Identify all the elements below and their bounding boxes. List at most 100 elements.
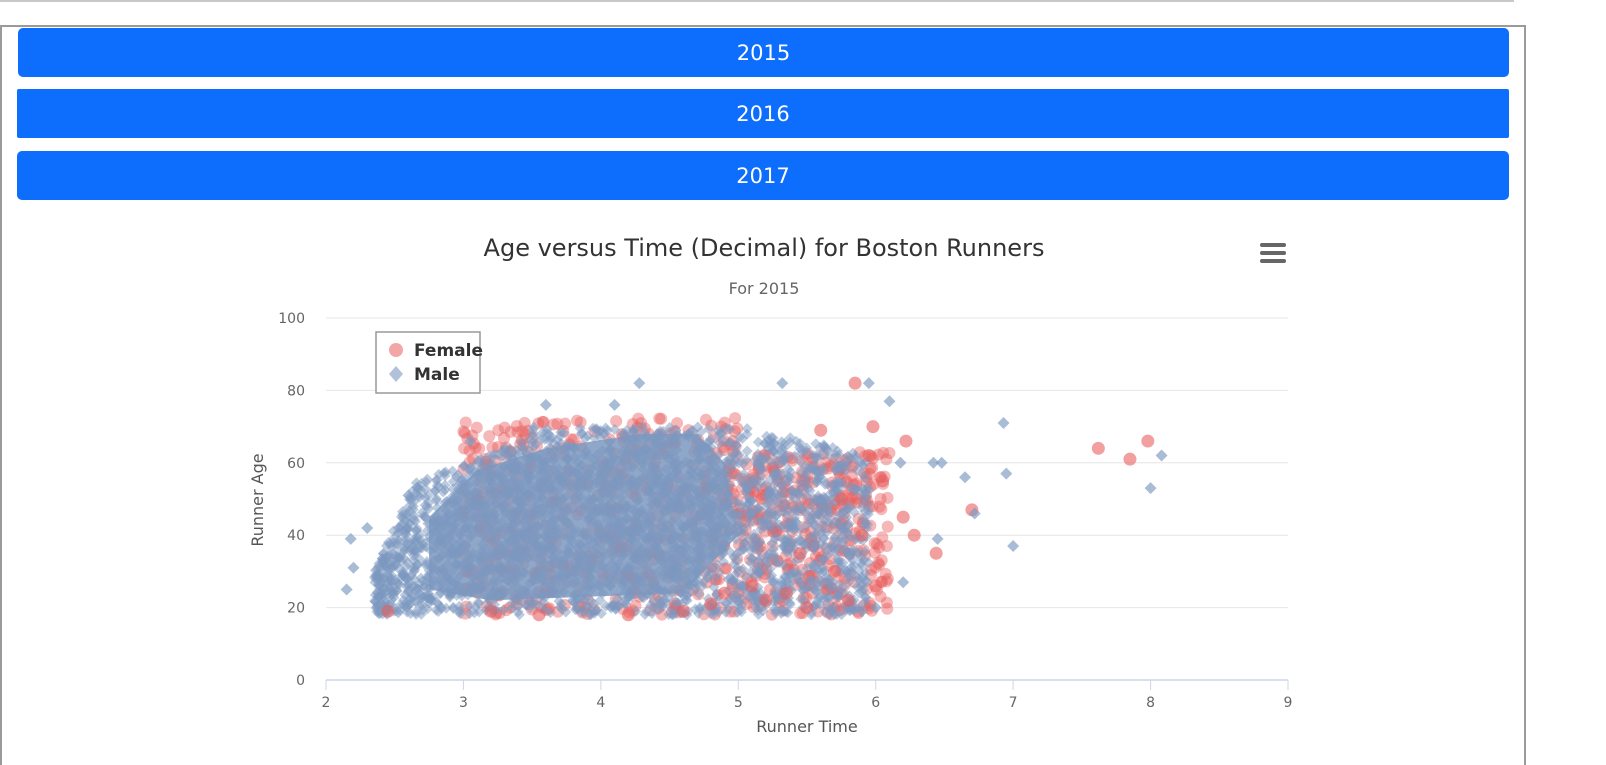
female-point	[879, 567, 892, 580]
male-point	[609, 423, 621, 435]
female-point	[869, 561, 882, 574]
male-point	[769, 533, 781, 545]
male-point	[724, 546, 736, 558]
male-point	[776, 491, 788, 503]
year-2016-button[interactable]: 2016	[17, 89, 1509, 138]
male-point	[472, 455, 484, 467]
scatter-chart: Age versus Time (Decimal) for Boston Run…	[248, 234, 1292, 736]
male-point	[811, 449, 823, 461]
male-point	[554, 430, 566, 442]
male-point	[703, 423, 715, 435]
male-point	[387, 536, 399, 548]
male-point	[823, 489, 835, 501]
y-tick-label: 80	[287, 383, 305, 399]
male-point	[584, 609, 596, 621]
female-point	[610, 415, 623, 428]
data-points	[340, 376, 1168, 622]
male-outlier-point	[402, 489, 415, 502]
year-2017-button[interactable]: 2017	[17, 151, 1509, 200]
male-point	[714, 437, 726, 449]
female-outlier-point	[621, 608, 635, 622]
male-point	[860, 517, 872, 529]
male-point	[647, 596, 659, 608]
male-point	[731, 582, 743, 594]
female-outlier-point	[800, 601, 814, 615]
female-point	[881, 491, 894, 504]
male-point	[722, 603, 734, 615]
female-outlier-point	[827, 564, 841, 578]
female-point	[875, 554, 888, 567]
male-point	[571, 602, 583, 614]
female-point	[459, 416, 472, 429]
male-point	[725, 452, 737, 464]
female-point	[868, 546, 881, 559]
male-point	[813, 565, 825, 577]
x-tick-label: 5	[734, 695, 743, 711]
male-point	[741, 445, 753, 457]
male-point	[859, 591, 871, 603]
male-point	[833, 586, 845, 598]
male-point	[725, 462, 737, 474]
female-outlier-point	[759, 593, 773, 607]
male-point	[512, 600, 524, 612]
male-point	[844, 481, 856, 493]
female-outlier-point	[779, 586, 793, 600]
male-point	[823, 592, 835, 604]
male-point	[579, 432, 591, 444]
male-point	[421, 592, 433, 604]
male-point	[805, 463, 817, 475]
female-point	[873, 541, 886, 554]
male-point	[762, 492, 774, 504]
x-axis-label: Runner Time	[756, 717, 857, 736]
female-outlier-point	[814, 423, 828, 437]
female-point	[671, 417, 684, 430]
male-point	[796, 467, 808, 479]
male-point	[745, 557, 757, 569]
male-point	[742, 513, 754, 525]
legend-male-label[interactable]: Male	[414, 365, 460, 385]
female-point	[729, 412, 742, 425]
male-point	[528, 421, 540, 433]
legend-female-label[interactable]: Female	[414, 341, 483, 361]
female-point	[880, 575, 893, 588]
male-point	[768, 486, 780, 498]
female-point	[559, 417, 572, 430]
female-outlier-point	[793, 546, 807, 560]
y-tick-label: 0	[296, 673, 305, 689]
male-point	[769, 602, 781, 614]
male-point	[587, 422, 599, 434]
female-outlier-point	[907, 528, 921, 542]
male-point	[415, 484, 427, 496]
male-outlier-point	[1007, 540, 1020, 553]
male-point	[692, 421, 704, 433]
male-outlier-point	[935, 456, 948, 469]
male-point	[370, 571, 382, 583]
male-point	[693, 588, 705, 600]
y-tick-label: 40	[287, 528, 305, 544]
x-tick-label: 7	[1009, 695, 1018, 711]
male-point	[784, 436, 796, 448]
male-point	[752, 515, 764, 527]
male-point	[855, 557, 867, 569]
chart-title: Age versus Time (Decimal) for Boston Run…	[484, 234, 1045, 262]
male-point	[737, 458, 749, 470]
male-point	[400, 560, 412, 572]
male-point	[732, 471, 744, 483]
male-point	[398, 542, 410, 554]
male-point	[423, 497, 435, 509]
male-point	[856, 571, 868, 583]
male-point	[862, 482, 874, 494]
year-2015-button[interactable]: 2015	[18, 28, 1509, 77]
female-outlier-point	[704, 597, 718, 611]
y-tick-label: 100	[278, 311, 305, 327]
female-point	[498, 421, 511, 434]
male-point	[765, 520, 777, 532]
x-tick-label: 3	[459, 695, 468, 711]
female-outlier-point	[484, 604, 498, 618]
male-point	[855, 580, 867, 592]
male-point	[733, 431, 745, 443]
chart-menu-icon[interactable]	[1260, 243, 1286, 263]
male-point	[822, 511, 834, 523]
x-tick-label: 4	[596, 695, 605, 711]
male-outlier-point	[608, 398, 621, 411]
